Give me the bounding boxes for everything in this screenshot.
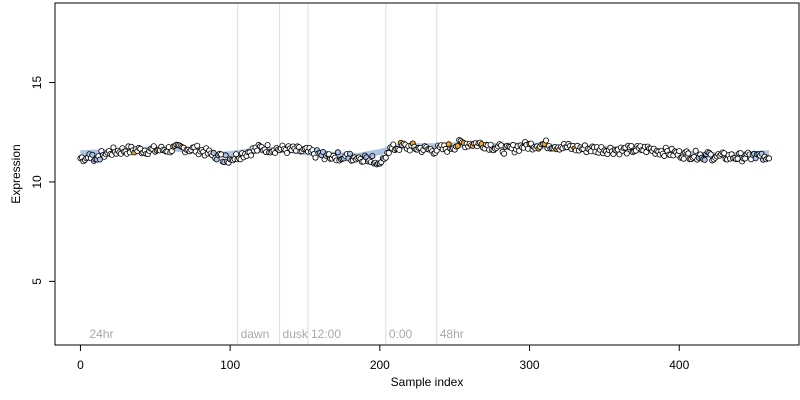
data-point — [406, 147, 413, 154]
x-tick-label: 300 — [520, 358, 540, 372]
phase-label: 48hr — [440, 327, 464, 341]
data-point — [501, 150, 508, 157]
data-point — [487, 141, 494, 148]
x-tick-label: 400 — [669, 358, 689, 372]
data-point — [707, 151, 714, 158]
plot-frame — [54, 2, 800, 346]
data-point — [628, 142, 635, 149]
data-point — [685, 150, 692, 157]
data-point — [766, 155, 773, 162]
data-point — [680, 155, 687, 162]
phase-label: 0:00 — [389, 327, 413, 341]
data-point — [254, 147, 261, 154]
phase-label: dusk — [283, 327, 309, 341]
x-axis: 0 100 200 300 400 — [77, 345, 690, 372]
data-point — [692, 147, 699, 154]
phase-label: dawn — [241, 327, 270, 341]
data-point — [396, 146, 403, 153]
phase-label: 24hr — [89, 327, 113, 341]
data-point — [385, 149, 392, 156]
data-point — [676, 148, 683, 155]
x-tick-label: 100 — [220, 358, 240, 372]
x-tick-label: 200 — [370, 358, 390, 372]
data-point — [390, 141, 397, 148]
data-point — [248, 152, 255, 159]
x-axis-title: Sample index — [391, 375, 464, 389]
phase-label: 12:00 — [311, 327, 341, 341]
data-point — [623, 150, 630, 157]
y-tick-label: 15 — [30, 76, 44, 90]
data-point — [194, 142, 201, 149]
data-point — [543, 137, 550, 144]
data-point — [264, 142, 271, 149]
data-point — [734, 155, 741, 162]
y-axis: 5 10 15 — [30, 76, 55, 285]
data-point — [737, 150, 744, 157]
data-point — [369, 153, 376, 160]
data-point — [312, 154, 319, 161]
x-tick-label: 0 — [77, 358, 84, 372]
y-tick-label: 5 — [30, 278, 44, 285]
data-point — [222, 152, 229, 159]
data-point — [283, 149, 290, 156]
y-axis-title: Expression — [9, 144, 23, 203]
phase-lines — [237, 4, 438, 344]
data-points — [77, 136, 773, 168]
y-tick-label: 10 — [30, 175, 44, 189]
data-point — [701, 156, 708, 163]
phase-labels: 24hr dawn dusk 12:00 0:00 48hr — [89, 327, 463, 341]
data-point — [96, 156, 103, 163]
data-point — [89, 151, 96, 158]
data-point — [382, 154, 389, 161]
data-point — [334, 149, 341, 156]
data-point — [346, 150, 353, 157]
data-point — [150, 143, 157, 150]
data-point — [454, 142, 461, 149]
